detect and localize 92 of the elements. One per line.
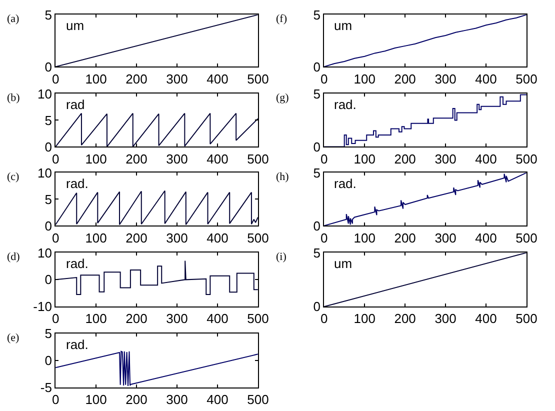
x-tick-label: 100	[85, 311, 107, 326]
x-tick-label: 400	[475, 230, 497, 246]
annotation: um	[334, 18, 352, 33]
y-tick-label: 5	[313, 86, 321, 102]
x-tick-label: 500	[247, 230, 269, 246]
annotation: rad	[66, 97, 85, 112]
y-tick-label: 0	[44, 353, 52, 368]
chart-title: (g)	[276, 92, 290, 104]
y-tick-label: 0	[313, 139, 321, 154]
annotation: rad.	[334, 97, 356, 112]
x-tick-label: 200	[126, 71, 148, 86]
x-tick-label: 100	[85, 71, 107, 86]
y-tick-label: 0	[313, 218, 321, 234]
x-tick-label: 300	[166, 151, 188, 166]
x-tick-label: 400	[475, 151, 497, 166]
x-tick-label: 400	[206, 311, 228, 326]
y-tick-label: 0	[44, 272, 52, 288]
chart-title: (a)	[7, 13, 20, 25]
x-tick-label: 500	[247, 151, 269, 166]
x-tick-label: 100	[85, 151, 107, 166]
x-tick-label: 400	[475, 71, 497, 86]
chart-title: (i)	[276, 251, 287, 263]
x-tick-label: 400	[475, 311, 497, 326]
annotation: rad.	[66, 337, 88, 352]
x-tick-label: 500	[247, 392, 269, 408]
x-tick-label: 400	[206, 71, 228, 86]
x-tick-label: 200	[126, 392, 148, 408]
x-tick-label: 500	[516, 151, 538, 166]
x-tick-label: 300	[166, 311, 188, 326]
x-tick-label: 200	[394, 151, 416, 166]
y-tick-label: 0	[313, 299, 321, 314]
x-tick-label: 100	[354, 311, 376, 326]
y-tick-label: 5	[44, 192, 52, 207]
x-tick-label: 100	[85, 230, 107, 246]
x-tick-label: 200	[126, 311, 148, 326]
annotation: um	[334, 256, 352, 271]
x-tick-label: 100	[354, 71, 376, 86]
x-tick-label: 400	[206, 151, 228, 166]
line-series	[324, 94, 526, 147]
y-tick-label: 0	[44, 59, 52, 74]
x-tick-label: 300	[166, 71, 188, 86]
x-tick-label: 300	[166, 392, 188, 408]
chart-title: (h)	[276, 171, 290, 183]
annotation: rad.	[334, 176, 356, 191]
y-tick-label: 10	[38, 86, 52, 102]
x-tick-label: 500	[247, 311, 269, 326]
x-tick-label: 100	[354, 230, 376, 246]
line-series	[56, 190, 258, 226]
chart-title: (d)	[7, 251, 20, 263]
x-tick-label: 300	[434, 230, 456, 246]
chart-title: (b)	[7, 92, 20, 104]
y-tick-label: 0	[44, 218, 52, 234]
x-tick-label: 200	[126, 230, 148, 246]
line-series	[56, 350, 258, 386]
x-tick-label: 200	[394, 230, 416, 246]
x-tick-label: 400	[206, 230, 228, 246]
x-tick-label: 200	[126, 151, 148, 166]
y-tick-label: 5	[313, 245, 321, 260]
y-tick-label: 5	[44, 326, 52, 342]
y-tick-label: -10	[33, 299, 52, 314]
x-tick-label: 400	[206, 392, 228, 408]
y-tick-label: 5	[313, 7, 321, 22]
x-tick-label: 500	[516, 311, 538, 326]
y-tick-label: 10	[38, 245, 52, 260]
x-tick-label: 100	[85, 392, 107, 408]
annotation: rad.	[66, 256, 88, 271]
y-tick-label: 5	[44, 112, 52, 128]
chart-title: (e)	[7, 332, 20, 344]
y-tick-label: 5	[44, 7, 52, 22]
annotation: rad.	[66, 176, 88, 191]
y-tick-label: 5	[313, 165, 321, 180]
x-tick-label: 200	[394, 311, 416, 326]
x-tick-label: 300	[434, 151, 456, 166]
x-tick-label: 500	[247, 71, 269, 86]
x-tick-label: 100	[354, 151, 376, 166]
line-series	[56, 260, 258, 296]
x-tick-label: 300	[434, 71, 456, 86]
y-tick-label: 0	[44, 139, 52, 154]
chart-title: (c)	[7, 171, 20, 183]
line-series	[324, 14, 526, 67]
y-tick-label: 10	[38, 165, 52, 180]
annotation: um	[66, 18, 84, 33]
x-tick-label: 300	[434, 311, 456, 326]
chart-title: (f)	[276, 13, 288, 25]
x-tick-label: 300	[166, 230, 188, 246]
y-tick-label: -5	[40, 380, 52, 396]
x-tick-label: 500	[516, 230, 538, 246]
line-series	[324, 172, 526, 226]
y-tick-label: 0	[313, 59, 321, 74]
line-series	[56, 112, 258, 147]
x-tick-label: 200	[394, 71, 416, 86]
x-tick-label: 500	[516, 71, 538, 86]
